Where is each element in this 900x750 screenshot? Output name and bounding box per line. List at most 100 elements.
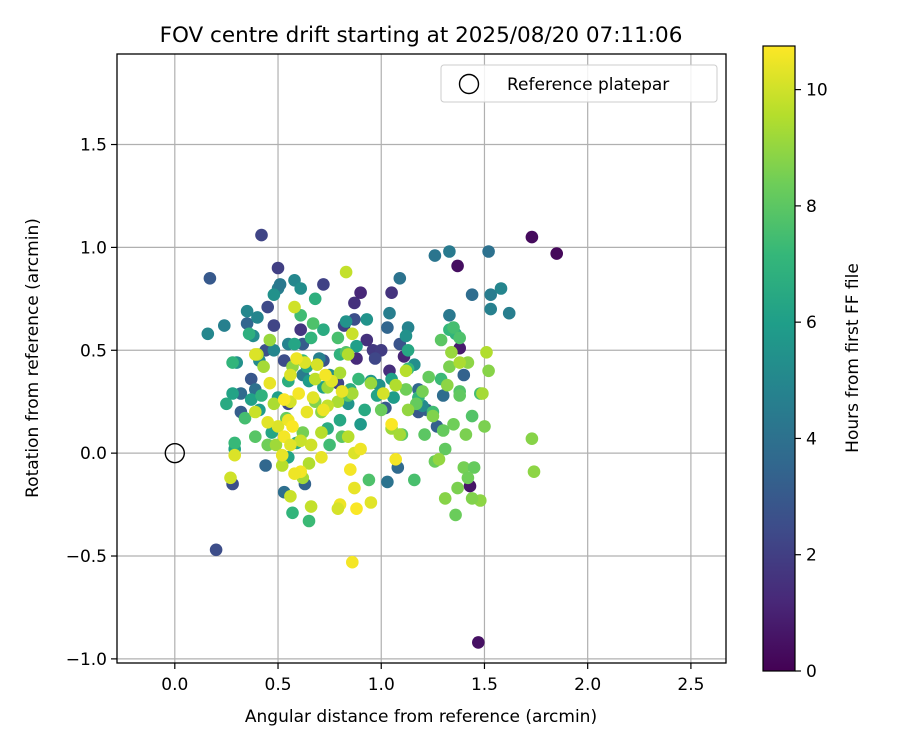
- x-tick-label: 0.0: [161, 675, 188, 695]
- data-point: [302, 457, 316, 470]
- data-point: [484, 302, 498, 316]
- data-point: [317, 278, 330, 291]
- data-point: [286, 506, 299, 520]
- legend-label-reference: Reference platepar: [507, 75, 669, 95]
- data-point: [438, 442, 452, 456]
- data-point: [364, 496, 378, 509]
- x-tick-label: 0.5: [265, 675, 292, 695]
- data-point: [445, 346, 458, 359]
- data-point: [453, 389, 467, 402]
- data-point: [346, 555, 359, 569]
- data-point: [381, 321, 394, 334]
- colorbar-tick-label: 8: [806, 197, 817, 217]
- x-tick-label: 1.0: [368, 675, 395, 695]
- data-point: [346, 327, 359, 341]
- data-point: [267, 288, 281, 302]
- data-point: [263, 376, 277, 390]
- data-point: [323, 438, 336, 452]
- data-point: [300, 405, 314, 419]
- data-point: [465, 288, 479, 302]
- data-point: [478, 420, 491, 433]
- data-point: [480, 346, 493, 359]
- data-point: [201, 327, 215, 341]
- x-axis-label: Angular distance from reference (arcmin): [245, 707, 597, 727]
- data-point: [428, 249, 442, 262]
- data-point: [226, 356, 239, 369]
- data-point: [360, 313, 374, 326]
- data-point: [389, 453, 403, 466]
- data-point: [484, 288, 498, 302]
- data-point: [308, 372, 322, 386]
- data-point: [465, 409, 479, 423]
- data-point: [350, 339, 363, 353]
- data-point: [238, 411, 252, 425]
- data-point: [341, 348, 355, 361]
- data-point: [383, 306, 396, 320]
- data-point: [426, 409, 440, 423]
- data-point: [476, 387, 489, 400]
- data-point: [284, 368, 297, 382]
- data-point: [525, 432, 539, 446]
- data-point: [393, 272, 407, 285]
- data-point: [294, 434, 308, 448]
- data-point: [302, 514, 316, 528]
- data-point: [306, 317, 320, 330]
- data-point: [527, 465, 541, 479]
- data-point: [385, 286, 398, 300]
- data-point: [244, 372, 258, 386]
- data-point: [441, 378, 454, 392]
- data-point: [249, 405, 262, 419]
- data-point: [348, 481, 361, 495]
- data-point: [449, 508, 462, 522]
- data-point: [344, 463, 357, 476]
- data-point: [317, 403, 330, 417]
- data-point: [304, 500, 318, 513]
- data-point: [315, 451, 328, 464]
- data-point: [275, 448, 289, 462]
- data-point: [228, 436, 241, 450]
- data-point: [368, 352, 382, 365]
- data-point: [333, 366, 347, 380]
- data-point: [436, 389, 450, 402]
- data-point: [306, 391, 320, 404]
- colorbar-tick-label: 4: [806, 429, 817, 449]
- data-point: [416, 385, 429, 398]
- data-point: [453, 356, 467, 369]
- y-tick-label: 0.0: [80, 444, 107, 464]
- data-point: [399, 383, 413, 396]
- data-point: [331, 395, 345, 409]
- colorbar-tick-label: 10: [806, 81, 828, 101]
- data-point: [438, 492, 452, 505]
- data-point: [399, 364, 413, 378]
- x-tick-label: 2.0: [574, 675, 601, 695]
- colorbar-gradient: [762, 45, 796, 672]
- data-point: [525, 230, 539, 244]
- data-point: [451, 481, 464, 495]
- data-point: [350, 502, 363, 515]
- data-point: [443, 309, 456, 322]
- data-point: [220, 397, 233, 411]
- reference-layer: [164, 442, 186, 464]
- data-point: [267, 397, 281, 411]
- data-point: [333, 413, 347, 427]
- data-point: [387, 391, 400, 404]
- data-point: [255, 389, 268, 402]
- data-point: [472, 636, 485, 649]
- data-point: [461, 471, 475, 485]
- data-point: [251, 311, 264, 324]
- data-point: [271, 261, 285, 275]
- data-point: [339, 265, 353, 279]
- data-point: [399, 329, 413, 343]
- colorbar-ticks: 0 2 4 6 8 10: [795, 81, 828, 682]
- data-point: [494, 282, 508, 295]
- data-point: [315, 426, 328, 439]
- colorbar-label: Hours from first FF file: [843, 263, 863, 453]
- data-point: [482, 245, 495, 258]
- data-point: [401, 344, 415, 357]
- data-point: [224, 471, 237, 485]
- y-tick-label: 0.5: [80, 341, 107, 361]
- reference-platepar-marker: [164, 442, 186, 464]
- legend-box: [440, 64, 718, 103]
